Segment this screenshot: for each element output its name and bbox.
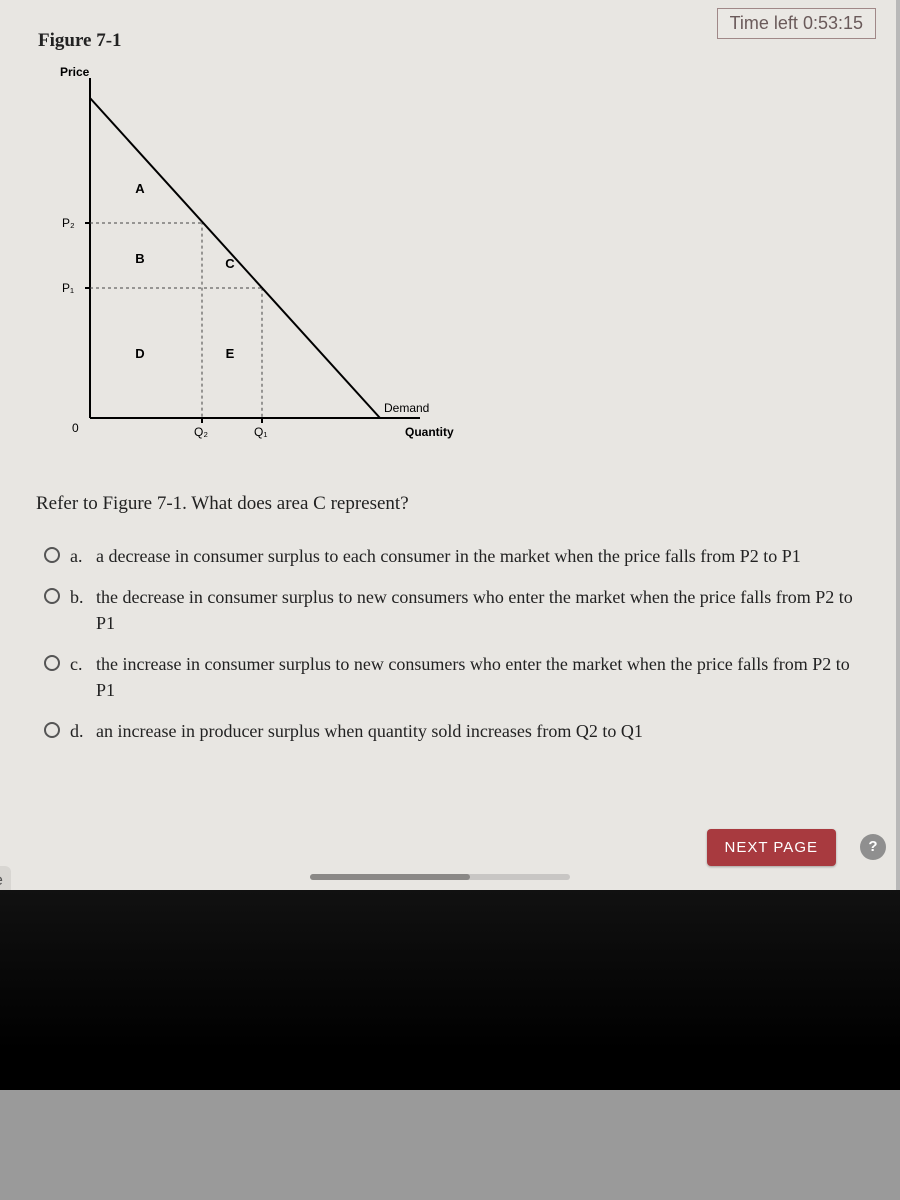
svg-text:C: C xyxy=(225,256,235,271)
option-text: an increase in producer surplus when qua… xyxy=(96,718,876,744)
demand-chart: Price Quantity 0 P₂ P₁ Q₂ Q₁ Demand A B C D E xyxy=(30,58,460,458)
option-b[interactable]: b. the decrease in consumer surplus to n… xyxy=(44,584,876,636)
svg-text:P₂: P₂ xyxy=(62,216,75,230)
horizontal-scrollbar[interactable] xyxy=(310,874,570,880)
svg-text:B: B xyxy=(135,251,144,266)
option-text: the decrease in consumer surplus to new … xyxy=(96,584,876,636)
radio-d[interactable] xyxy=(44,722,60,738)
device-bezel xyxy=(0,890,900,1090)
quiz-page: Time left 0:53:15 Figure 7-1 PriceQuanti… xyxy=(0,0,896,890)
svg-text:P₁: P₁ xyxy=(62,281,74,295)
option-d[interactable]: d. an increase in producer surplus when … xyxy=(44,718,876,744)
next-label: NEXT PAGE xyxy=(725,839,818,856)
help-icon: ? xyxy=(868,838,877,855)
svg-text:Demand: Demand xyxy=(384,401,429,415)
help-button[interactable]: ? xyxy=(860,834,886,860)
option-c[interactable]: c. the increase in consumer surplus to n… xyxy=(44,651,876,703)
svg-text:E: E xyxy=(226,346,235,361)
next-page-button[interactable]: NEXT PAGE xyxy=(707,829,836,866)
svg-text:D: D xyxy=(135,346,144,361)
radio-c[interactable] xyxy=(44,655,60,671)
svg-text:Quantity: Quantity xyxy=(405,425,454,439)
radio-a[interactable] xyxy=(44,547,60,563)
desk-surface xyxy=(0,1090,900,1200)
option-text: a decrease in consumer surplus to each c… xyxy=(96,543,876,569)
chart-container: Price Quantity 0 P₂ P₁ Q₂ Q₁ Demand A B C D E xyxy=(30,58,876,463)
option-a[interactable]: a. a decrease in consumer surplus to eac… xyxy=(44,543,876,569)
timer-text: Time left 0:53:15 xyxy=(730,13,863,33)
option-letter: b. xyxy=(70,584,96,610)
option-text: the increase in consumer surplus to new … xyxy=(96,651,876,703)
svg-text:Price: Price xyxy=(60,65,90,79)
option-letter: a. xyxy=(70,543,96,569)
question-text: Refer to Figure 7-1. What does area C re… xyxy=(36,493,876,515)
prev-fragment-text: e xyxy=(0,872,3,889)
options-group: a. a decrease in consumer surplus to eac… xyxy=(44,543,876,745)
scrollbar-thumb[interactable] xyxy=(310,874,470,880)
timer-box: Time left 0:53:15 xyxy=(717,8,876,39)
svg-text:A: A xyxy=(135,181,145,196)
option-letter: d. xyxy=(70,718,96,744)
svg-text:Q₁: Q₁ xyxy=(254,425,267,439)
svg-text:0: 0 xyxy=(72,421,79,435)
radio-b[interactable] xyxy=(44,588,60,604)
option-letter: c. xyxy=(70,651,96,677)
svg-text:Q₂: Q₂ xyxy=(194,425,208,439)
